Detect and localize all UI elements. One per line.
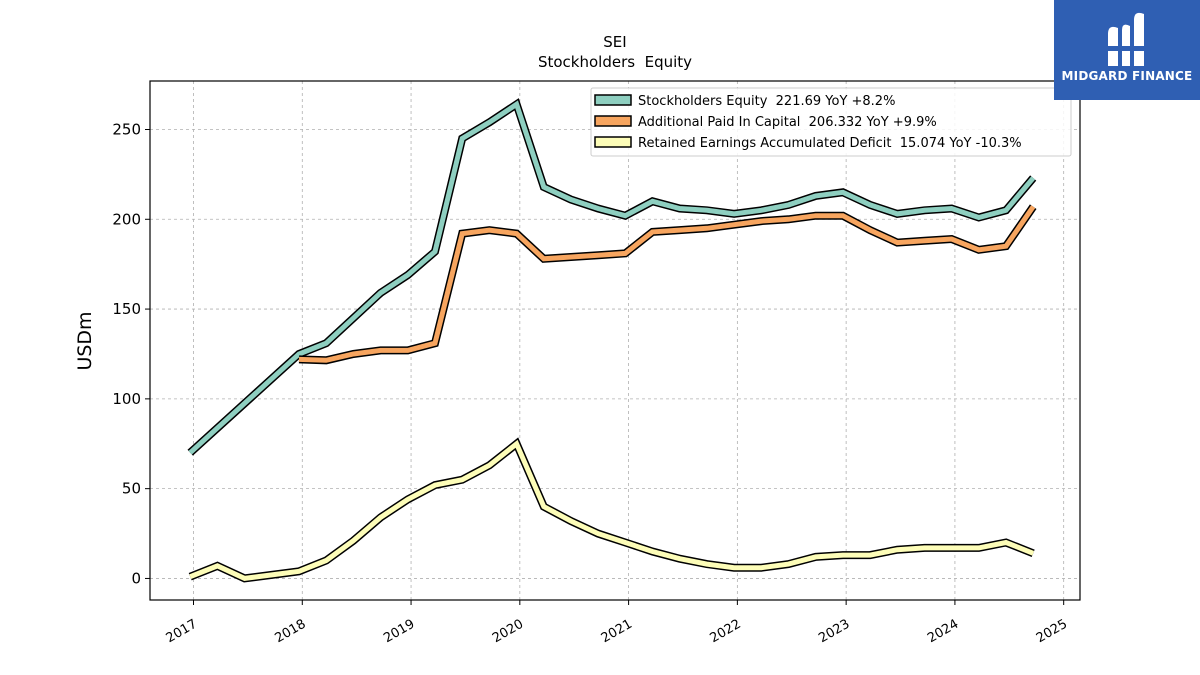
- y-tick-label: 200: [112, 210, 141, 228]
- x-tick-label: 2021: [599, 617, 635, 647]
- x-tick-label: 2022: [708, 617, 744, 647]
- brand-logo: MIDGARD FINANCE: [1054, 0, 1200, 100]
- x-tick-label: 2024: [925, 617, 961, 647]
- legend-label: Retained Earnings Accumulated Deficit 15…: [638, 136, 1022, 151]
- x-tick-label: 2023: [816, 617, 852, 647]
- y-tick-label: 250: [112, 120, 141, 138]
- series-stroke: [298, 205, 1036, 363]
- legend-swatch: [594, 94, 632, 106]
- x-tick-label: 2020: [490, 617, 526, 647]
- series-1-line: [298, 204, 1037, 365]
- series-outline: [187, 98, 1037, 456]
- y-tick-label: 150: [112, 300, 141, 318]
- series-stroke: [189, 439, 1035, 581]
- plot-frame: [149, 80, 1081, 601]
- y-tick-label: 0: [131, 569, 141, 587]
- x-tick-label: 2018: [272, 617, 308, 647]
- y-axis-label: USDm: [74, 311, 96, 370]
- logo-mark-icon: [1106, 12, 1146, 67]
- series-0-line: [187, 98, 1037, 456]
- series-outline: [188, 437, 1035, 583]
- axis-ticks: 2017 2018 2019 2020 2021 2022 2023 2024 2025 0 50 1…: [112, 120, 1070, 646]
- logo-text: MIDGARD FINANCE: [1061, 69, 1193, 83]
- legend-label: Stockholders Equity 221.69 YoY +8.2%: [638, 94, 895, 109]
- legend-swatch: [594, 115, 632, 127]
- x-tick-label: 2017: [164, 617, 200, 647]
- legend-box: [590, 87, 1072, 157]
- y-tick-label: 100: [112, 390, 141, 408]
- series-group: [187, 98, 1037, 583]
- legend: Stockholders Equity 221.69 YoY +8.2% Addi…: [590, 87, 1072, 157]
- x-tick-label: 2019: [381, 617, 417, 647]
- series-2-line: [188, 437, 1035, 583]
- x-tick-label: 2025: [1034, 617, 1070, 647]
- grid: [150, 81, 1080, 600]
- chart-title: SEI: [603, 33, 626, 51]
- chart-subtitle: Stockholders Equity: [538, 53, 692, 71]
- series-stroke: [188, 100, 1036, 455]
- y-tick-label: 50: [122, 480, 141, 498]
- legend-swatch: [594, 136, 632, 148]
- legend-label: Additional Paid In Capital 206.332 YoY +…: [638, 115, 937, 130]
